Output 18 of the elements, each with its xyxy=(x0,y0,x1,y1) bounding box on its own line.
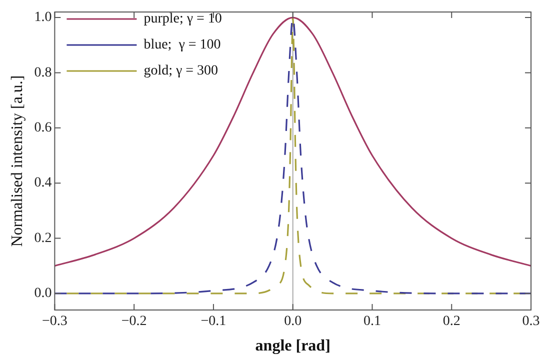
y-tick-label: 0.2 xyxy=(34,230,52,246)
x-tick-label: 0.3 xyxy=(522,314,540,330)
x-tick-label: 0.0 xyxy=(284,314,302,330)
y-tick-label: 0.6 xyxy=(34,120,52,136)
x-tick-label: −0.2 xyxy=(121,314,147,330)
x-tick-label: −0.1 xyxy=(200,314,226,330)
y-tick-label: 0.4 xyxy=(34,176,52,191)
legend-label: gold; γ = 300 xyxy=(144,64,218,79)
y-tick-label: 0.0 xyxy=(34,286,52,302)
x-axis-title: angle [rad] xyxy=(255,338,330,355)
x-tick-label: 0.1 xyxy=(363,314,381,330)
y-tick-label: 0.8 xyxy=(34,65,52,80)
legend-label: purple; γ = 10 xyxy=(144,12,222,27)
legend-label: blue; γ = 100 xyxy=(144,38,221,53)
y-axis-title: Normalised intensity [a.u.] xyxy=(8,75,26,247)
x-tick-label: 0.2 xyxy=(442,314,460,330)
x-tick-label: −0.3 xyxy=(42,314,68,330)
y-tick-label: 1.0 xyxy=(34,10,52,26)
